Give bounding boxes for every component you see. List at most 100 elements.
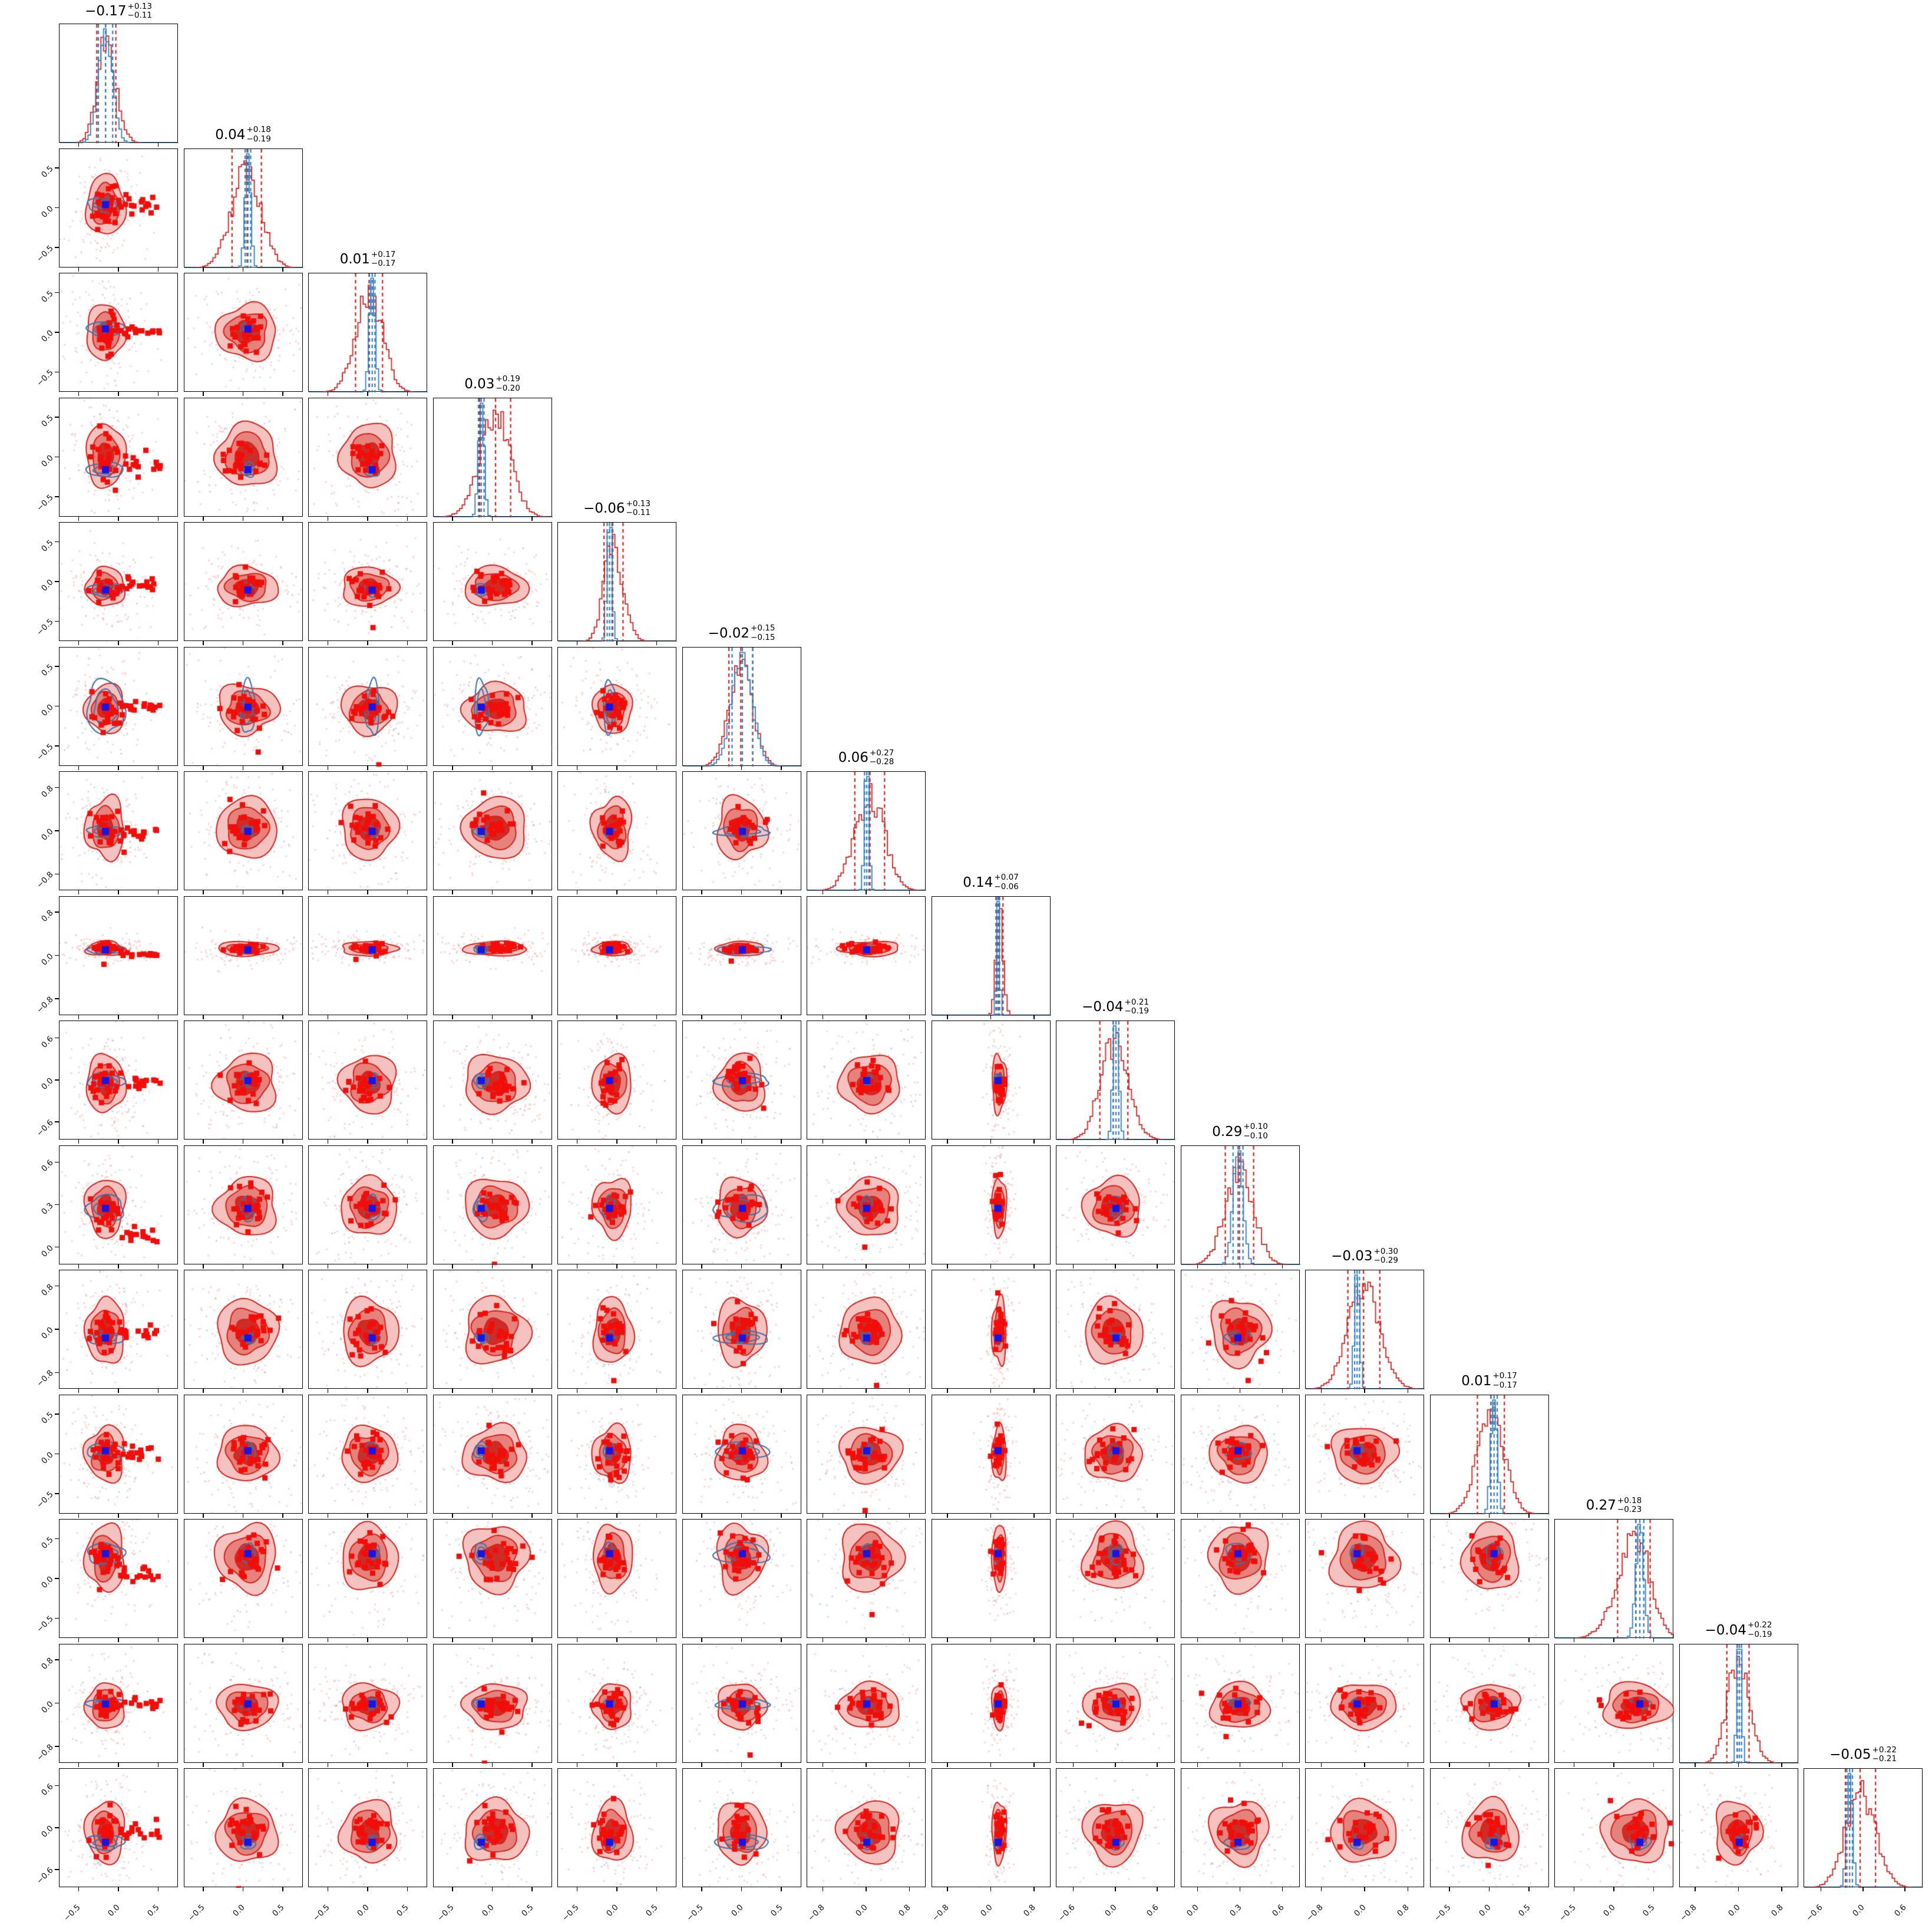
panel-row11-col11-hist bbox=[1305, 1270, 1425, 1389]
x-tick-mark bbox=[1449, 1887, 1450, 1891]
x-tick-mark bbox=[1033, 1389, 1035, 1393]
x-tick-mark bbox=[118, 1513, 119, 1518]
x-tick-mark bbox=[656, 1015, 658, 1019]
param-title-plus-error: +0.10 bbox=[1243, 1122, 1268, 1132]
x-tick-mark bbox=[203, 1887, 204, 1891]
x-tick-label: 0.8 bbox=[1395, 1903, 1412, 1918]
contour-canvas bbox=[558, 1644, 677, 1763]
x-tick-mark bbox=[781, 1513, 782, 1518]
x-tick-label: −0.5 bbox=[685, 1903, 705, 1923]
param-title: −0.17 +0.13 −0.11 bbox=[47, 0, 190, 24]
contour-canvas bbox=[807, 1769, 926, 1888]
panel-row9-col4-joint bbox=[432, 1021, 553, 1140]
param-title-plus-error: +0.21 bbox=[1124, 997, 1149, 1007]
x-tick-mark bbox=[616, 1887, 617, 1891]
x-tick-mark bbox=[282, 392, 283, 396]
x-tick-mark bbox=[616, 1762, 617, 1767]
x-tick-mark bbox=[947, 1140, 948, 1144]
panel-row14-col1-joint bbox=[59, 1643, 179, 1763]
x-tick-mark bbox=[701, 1513, 702, 1518]
x-tick-mark bbox=[491, 890, 493, 894]
contour-canvas bbox=[1056, 1769, 1175, 1888]
x-tick-mark bbox=[282, 1264, 283, 1269]
x-tick-label: 0.0 bbox=[480, 1903, 496, 1918]
y-tick-label: 0.6 bbox=[39, 1034, 55, 1050]
param-title-minus-error: −0.17 bbox=[1492, 1380, 1517, 1390]
param-title-minus-error: −0.15 bbox=[751, 632, 775, 642]
contour-canvas bbox=[807, 1145, 926, 1265]
param-title-errors: +0.10 −0.10 bbox=[1243, 1122, 1267, 1140]
contour-canvas bbox=[1555, 1769, 1674, 1888]
x-tick-mark bbox=[1407, 1513, 1409, 1518]
panel-row9-col3-joint bbox=[308, 1021, 428, 1140]
x-tick-mark bbox=[1282, 1638, 1283, 1642]
contour-canvas bbox=[309, 1021, 428, 1140]
x-tick-mark bbox=[656, 1513, 658, 1518]
x-tick-mark bbox=[78, 1513, 80, 1518]
x-tick-mark bbox=[367, 890, 368, 894]
x-tick-mark bbox=[1320, 1513, 1322, 1518]
x-tick-mark bbox=[576, 641, 578, 645]
x-tick-mark bbox=[822, 1762, 824, 1767]
x-tick-mark bbox=[1653, 1887, 1654, 1891]
y-tick-label: −0.5 bbox=[35, 493, 55, 513]
x-tick-mark bbox=[947, 1264, 948, 1269]
x-tick-label: −0.5 bbox=[186, 1903, 207, 1923]
x-tick-mark bbox=[282, 890, 283, 894]
x-tick-label: −0.6 bbox=[1056, 1903, 1077, 1923]
x-tick-mark bbox=[327, 1513, 329, 1518]
histogram-canvas bbox=[1306, 1270, 1425, 1389]
panel-row14-col5-joint bbox=[557, 1643, 677, 1763]
contour-canvas bbox=[807, 1395, 926, 1514]
x-tick-mark bbox=[203, 516, 204, 521]
contour-canvas bbox=[433, 1270, 553, 1389]
contour-canvas bbox=[1306, 1769, 1425, 1888]
x-tick-mark bbox=[282, 1762, 283, 1767]
x-tick-mark bbox=[1157, 1887, 1158, 1891]
panel-row7-col2-joint bbox=[183, 771, 303, 891]
x-tick-mark bbox=[78, 1264, 80, 1269]
x-tick-mark bbox=[531, 765, 533, 770]
x-tick-mark bbox=[616, 765, 617, 770]
param-title: 0.03 +0.19 −0.20 bbox=[421, 372, 564, 397]
contour-canvas bbox=[433, 1769, 553, 1888]
x-tick-mark bbox=[242, 1762, 244, 1767]
x-tick-mark bbox=[616, 641, 617, 645]
x-tick-mark bbox=[1488, 1513, 1490, 1518]
x-tick-mark bbox=[157, 1140, 159, 1144]
contour-canvas bbox=[60, 273, 179, 392]
x-tick-mark bbox=[203, 890, 204, 894]
contour-canvas bbox=[184, 1395, 303, 1514]
x-tick-label: 0.5 bbox=[1641, 1903, 1657, 1918]
y-tick-label: 0.0 bbox=[39, 1574, 55, 1590]
panel-row15-col12-joint bbox=[1429, 1768, 1550, 1888]
y-tick-label: −0.5 bbox=[35, 617, 55, 638]
x-tick-mark bbox=[491, 1513, 493, 1518]
x-tick-mark bbox=[576, 1264, 578, 1269]
contour-canvas bbox=[558, 1270, 677, 1389]
param-title-plus-error: +0.13 bbox=[626, 498, 650, 508]
x-tick-mark bbox=[701, 1389, 702, 1393]
x-tick-mark bbox=[1197, 1389, 1198, 1393]
histogram-canvas bbox=[807, 772, 926, 891]
x-tick-mark bbox=[822, 1513, 824, 1518]
x-tick-mark bbox=[576, 1140, 578, 1144]
panel-row10-col1-joint bbox=[59, 1145, 179, 1265]
x-tick-mark bbox=[203, 1015, 204, 1019]
x-tick-mark bbox=[1157, 1389, 1158, 1393]
x-tick-mark bbox=[157, 143, 159, 147]
param-title-errors: +0.13 −0.11 bbox=[128, 2, 152, 20]
x-tick-mark bbox=[157, 392, 159, 396]
param-title: 0.29 +0.10 −0.10 bbox=[1169, 1119, 1312, 1144]
x-tick-mark bbox=[203, 1762, 204, 1767]
panel-row6-col5-joint bbox=[557, 646, 677, 767]
x-tick-mark bbox=[909, 1887, 910, 1891]
y-tick-label: 0.5 bbox=[39, 1410, 55, 1426]
panel-row1-col1-hist bbox=[59, 24, 179, 143]
x-tick-mark bbox=[491, 1264, 493, 1269]
y-tick-mark bbox=[55, 1079, 59, 1081]
y-tick-mark bbox=[55, 666, 59, 667]
x-tick-mark bbox=[1407, 1762, 1409, 1767]
x-tick-mark bbox=[203, 1389, 204, 1393]
x-tick-mark bbox=[531, 641, 533, 645]
